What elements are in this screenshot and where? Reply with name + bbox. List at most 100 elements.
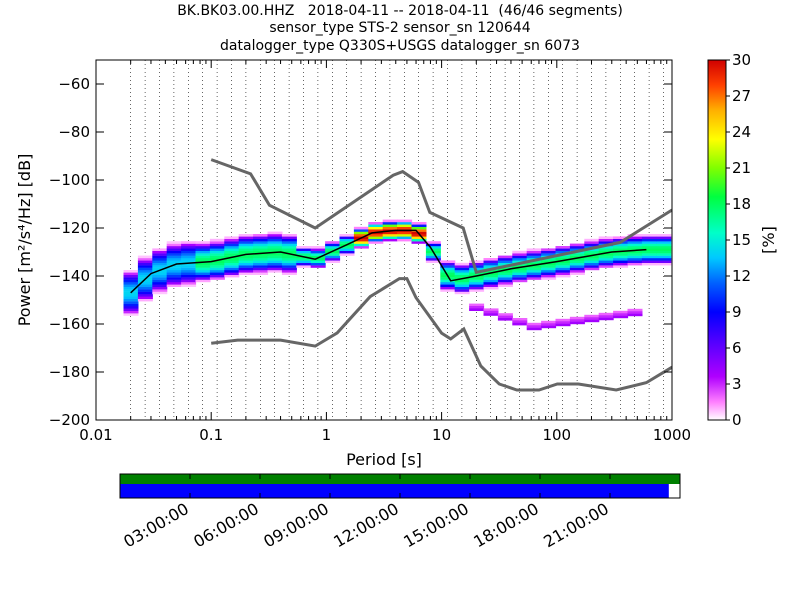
heat-cell — [469, 279, 485, 283]
heat-cell — [569, 262, 585, 266]
heat-cell — [555, 255, 571, 259]
heat-cell — [584, 238, 600, 242]
heat-cell — [454, 282, 470, 285]
heat-cell — [209, 250, 225, 254]
heat-cell — [267, 241, 283, 244]
heat-cell — [613, 243, 629, 247]
heat-cell — [411, 226, 427, 230]
heat-cell — [526, 322, 542, 326]
heat-cell — [497, 313, 513, 316]
heat-cell — [209, 255, 225, 259]
heat-cell — [569, 321, 585, 325]
heat-cell — [382, 224, 398, 227]
heat-cell — [195, 258, 211, 261]
heat-cell — [353, 238, 369, 242]
heat-cell — [152, 282, 168, 285]
heat-cell — [613, 248, 629, 251]
heat-cell — [425, 260, 441, 263]
heat-cell — [325, 258, 341, 261]
heat-cell — [224, 262, 240, 266]
heat-cell — [224, 246, 240, 249]
heat-cell — [166, 253, 182, 256]
axis-ticks: 0.01 0.1 1 10 100 1000 −60 −80 −100 −120 −140 −160 −… — [49, 60, 691, 444]
heat-cell — [152, 270, 168, 273]
heat-cell — [152, 253, 168, 256]
x-axis-label: Period [s] — [346, 450, 422, 469]
heat-cell — [253, 246, 269, 249]
heat-cell — [253, 265, 269, 268]
heat-cell — [224, 248, 240, 251]
heat-cell — [397, 224, 413, 227]
heat-cell — [238, 234, 254, 237]
heat-cell — [281, 243, 297, 247]
heat-cell — [267, 260, 283, 263]
heat-cell — [166, 272, 182, 275]
heat-cell — [641, 241, 657, 244]
heat-cell — [181, 255, 197, 259]
heat-cell — [209, 270, 225, 273]
heat-cell — [339, 250, 355, 254]
heat-cell — [584, 319, 600, 323]
heat-cell — [512, 265, 528, 268]
heat-cell — [339, 253, 355, 256]
heat-cell — [512, 318, 528, 321]
heat-cell — [123, 289, 139, 292]
heat-cell — [267, 270, 283, 273]
heat-cell — [339, 236, 355, 239]
heat-cell — [569, 319, 585, 322]
heat-cell — [137, 286, 153, 290]
heat-cell — [454, 279, 470, 283]
heat-cell — [526, 253, 542, 256]
chart-title-line1: BK.BK03.00.HHZ 2018-04-11 -- 2018-04-11 … — [177, 3, 623, 19]
heat-cell — [137, 255, 153, 259]
heat-cell — [325, 246, 341, 249]
heat-cell — [440, 260, 456, 263]
heat-cell — [253, 250, 269, 254]
colorbar-tick-label: 0 — [732, 411, 742, 429]
heat-cell — [195, 243, 211, 247]
heat-cell — [267, 231, 283, 235]
heat-cell — [181, 246, 197, 249]
heat-cell — [166, 258, 182, 261]
heat-cell — [195, 246, 211, 249]
heat-cell — [641, 246, 657, 249]
heat-cell — [411, 234, 427, 237]
y-tick-label: −100 — [49, 171, 90, 189]
heat-cell — [152, 286, 168, 290]
heat-cell — [368, 234, 384, 237]
heat-cell — [339, 241, 355, 244]
heat-cell — [382, 219, 398, 223]
heat-cell — [598, 246, 614, 249]
heat-cell — [166, 279, 182, 283]
heat-cell — [325, 255, 341, 259]
heat-cell — [483, 265, 499, 268]
heat-cell — [469, 262, 485, 266]
heat-cell — [454, 267, 470, 271]
heat-cell — [123, 298, 139, 302]
heat-cell — [267, 238, 283, 242]
heat-cell — [195, 255, 211, 259]
heat-cell — [641, 253, 657, 256]
heat-cell — [325, 248, 341, 251]
heat-cell — [397, 238, 413, 242]
y-axis-label: Power [m²/s⁴/Hz] [dB] — [15, 154, 34, 327]
heat-cell — [209, 274, 225, 278]
heat-cell — [137, 284, 153, 287]
heat-cell — [382, 222, 398, 225]
heat-cell — [641, 238, 657, 242]
heat-cell — [253, 241, 269, 244]
heat-cell — [584, 258, 600, 261]
heat-cell — [195, 262, 211, 266]
heat-cell — [281, 250, 297, 254]
heat-cell — [411, 224, 427, 227]
heat-cell — [483, 277, 499, 280]
heat-cell — [152, 274, 168, 278]
heat-cell — [137, 267, 153, 271]
heat-cell — [353, 226, 369, 230]
heat-cell — [368, 224, 384, 227]
heat-cell — [598, 260, 614, 263]
heat-cell — [469, 286, 485, 290]
heat-cell — [195, 277, 211, 280]
heat-cell — [598, 238, 614, 242]
heat-cell — [152, 279, 168, 283]
